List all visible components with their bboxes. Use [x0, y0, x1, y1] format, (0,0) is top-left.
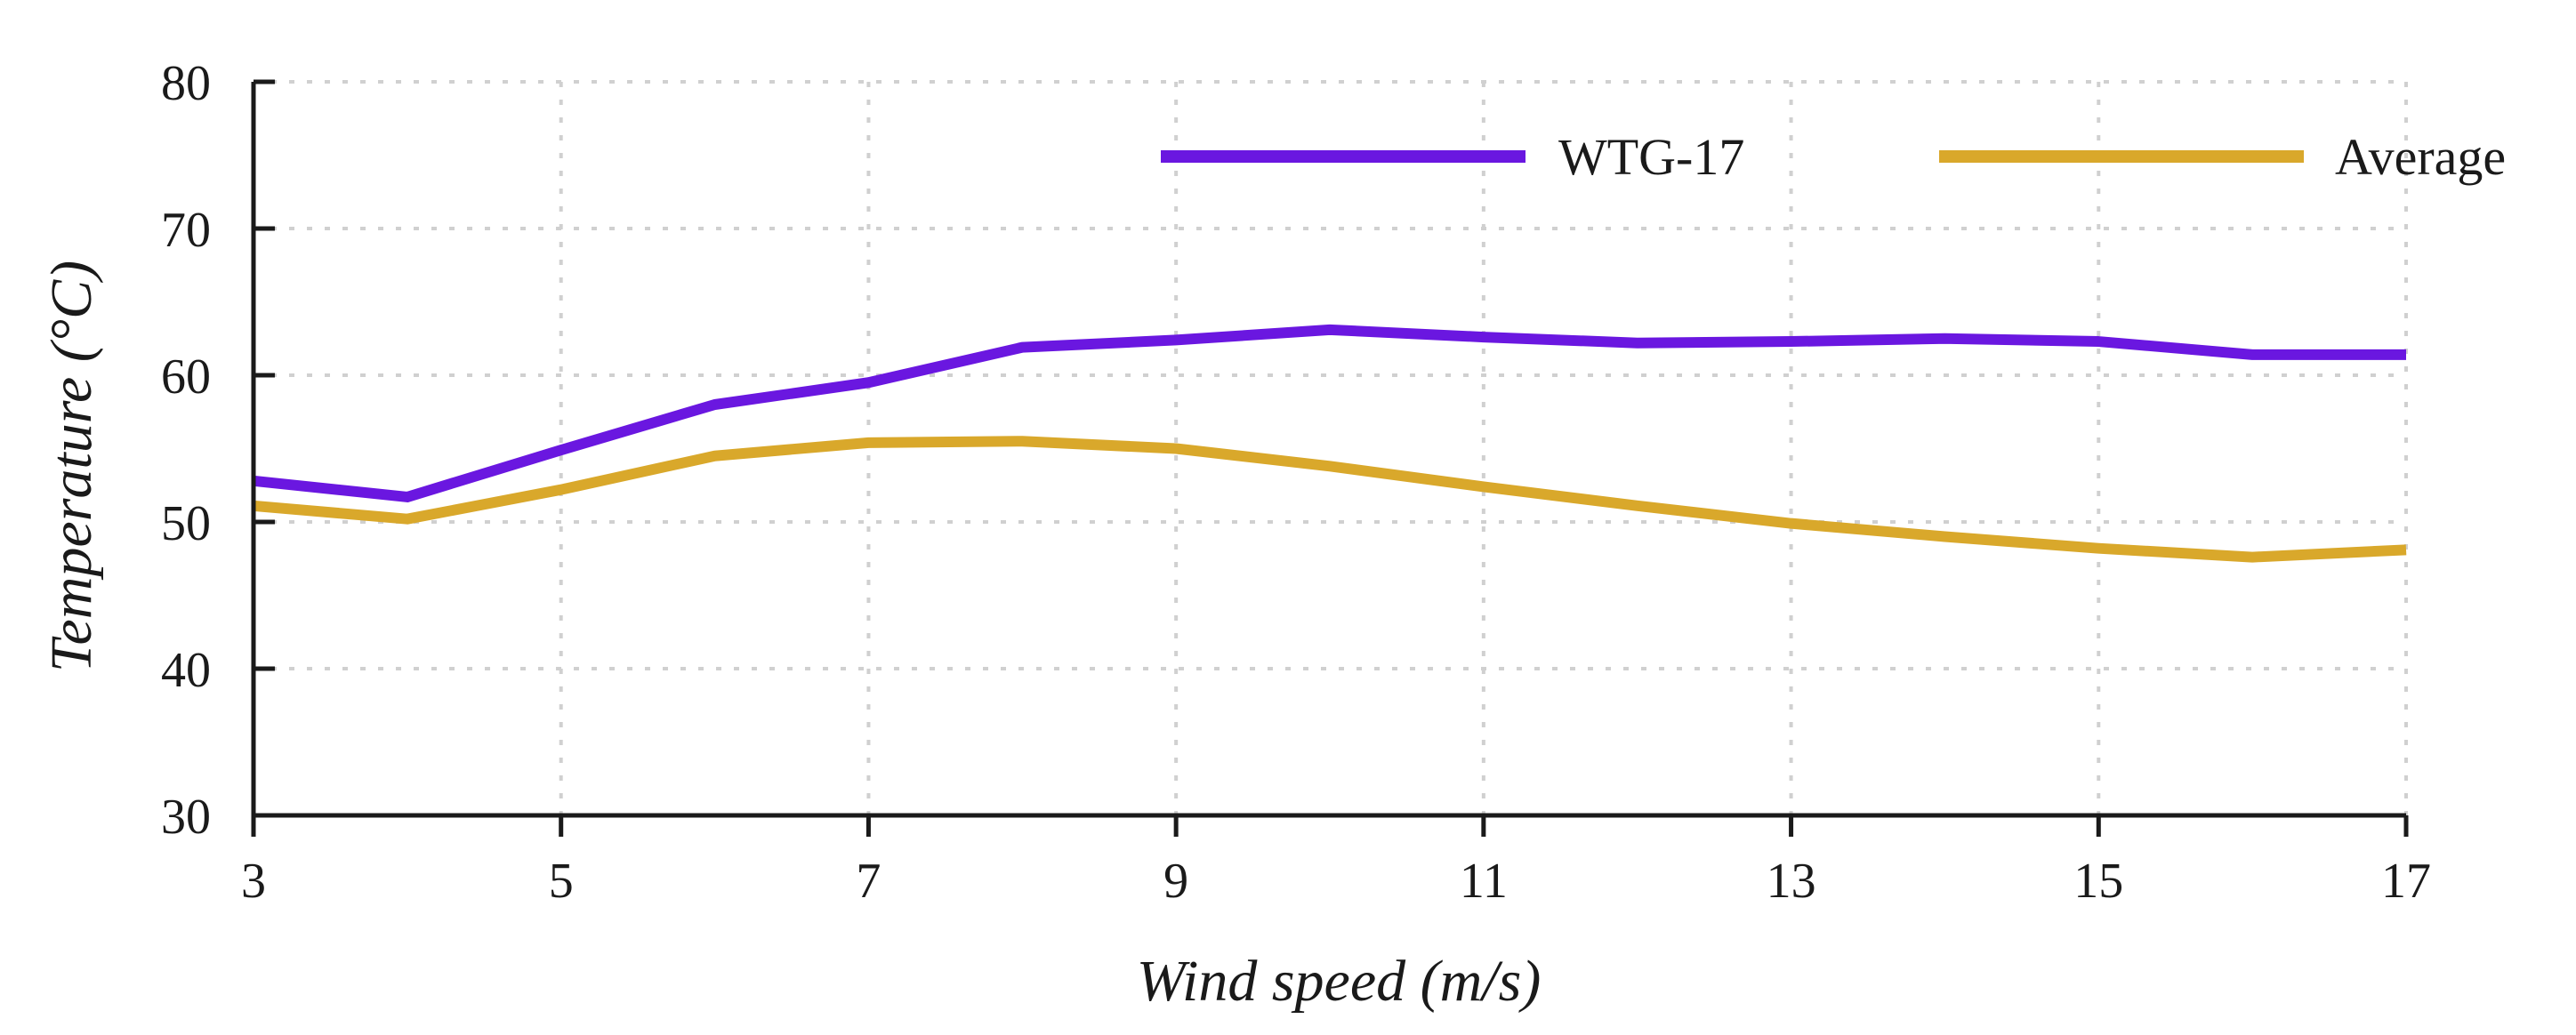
y-tick-label-50: 50: [161, 496, 211, 551]
x-tick-label-17: 17: [2381, 854, 2431, 909]
y-tick-label-60: 60: [161, 349, 211, 405]
x-tick-label-7: 7: [856, 854, 881, 909]
series-line-wtg-17: [253, 324, 2406, 502]
series-layer: [253, 324, 2407, 563]
legend: WTG-17 Average: [1161, 128, 2506, 186]
y-tick-label-40: 40: [161, 643, 211, 698]
x-tick-label-15: 15: [2073, 854, 2123, 909]
y-tick-label-30: 30: [161, 790, 211, 845]
x-tick-label-11: 11: [1460, 854, 1508, 909]
ticks: 3 5 7 9 11 13 15 17 30 40 50 60 70 80: [161, 56, 2431, 909]
x-axis-title: Wind speed (m/s): [1137, 949, 1542, 1014]
legend-label-average: Average: [2335, 128, 2506, 186]
axes: [251, 82, 2406, 818]
y-tick-label-70: 70: [161, 203, 211, 258]
y-tick-label-80: 80: [161, 56, 211, 111]
x-tick-label-5: 5: [549, 854, 574, 909]
series-line-average: [253, 436, 2407, 563]
y-axis-title: Temperature (°C): [39, 261, 104, 672]
x-tick-label-9: 9: [1163, 854, 1188, 909]
legend-label-wtg-17: WTG-17: [1558, 128, 1744, 186]
x-tick-label-3: 3: [241, 854, 266, 909]
x-tick-label-13: 13: [1767, 854, 1816, 909]
